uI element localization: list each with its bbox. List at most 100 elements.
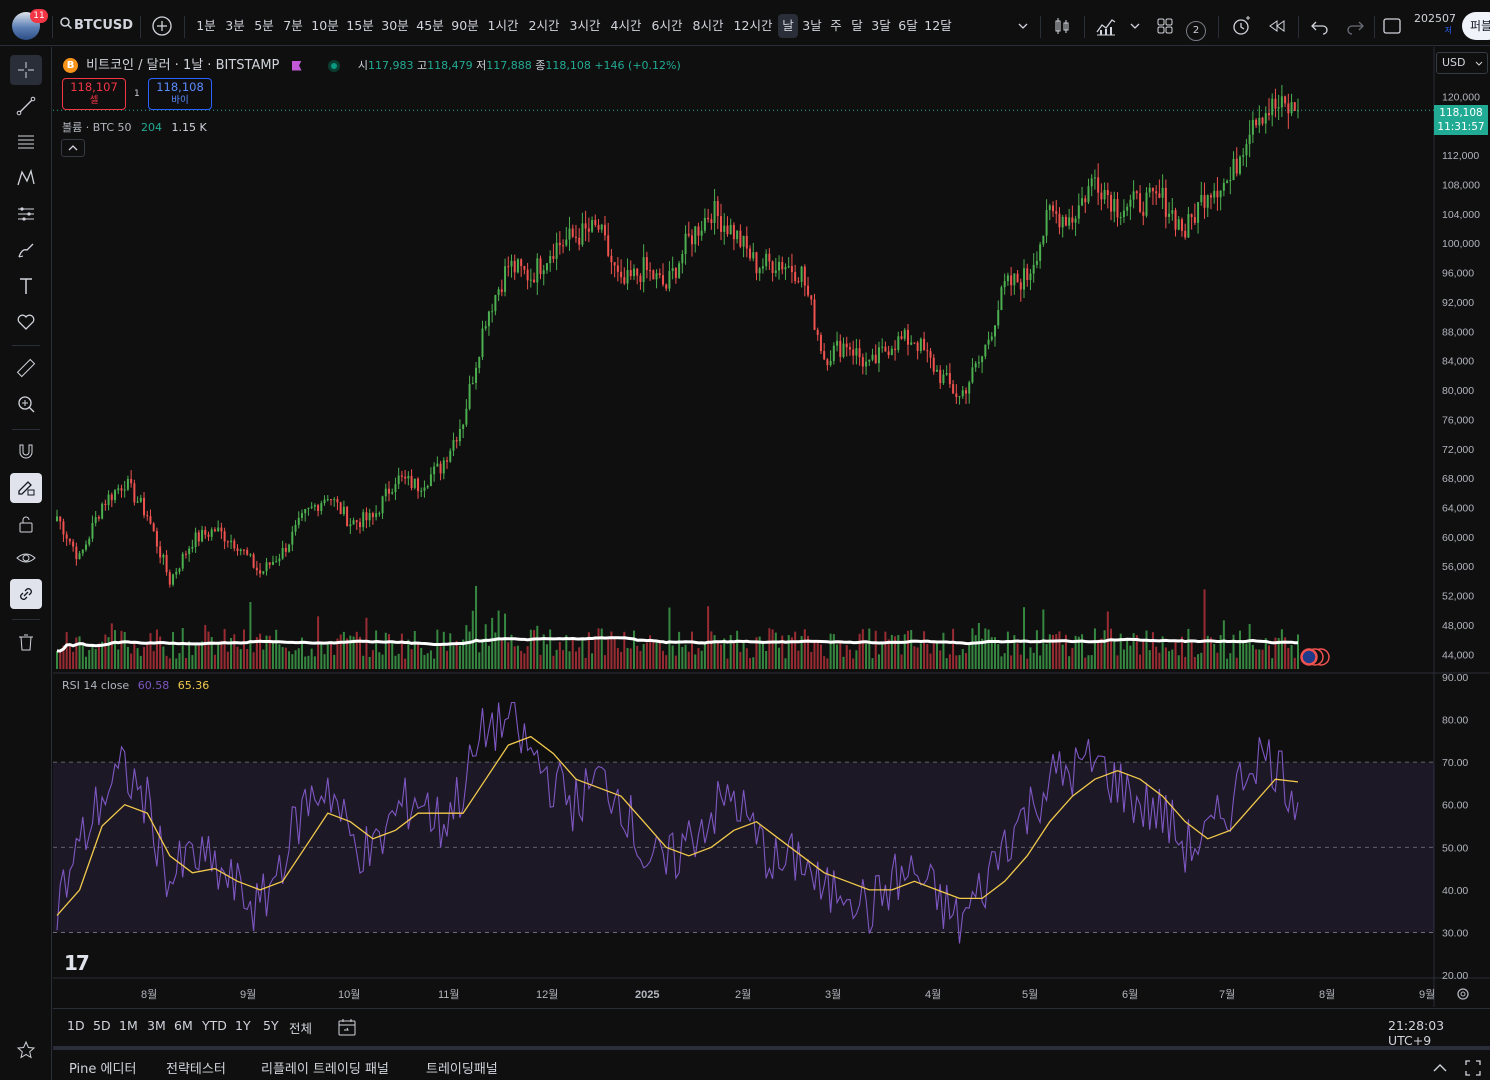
timeframe-9[interactable]: 1시간: [487, 18, 519, 33]
volume-bar: [678, 631, 681, 669]
timeframe-7[interactable]: 45분: [416, 18, 444, 33]
favorites-tool[interactable]: [10, 307, 42, 337]
measure-tool[interactable]: [10, 353, 42, 383]
chart-pane[interactable]: 120,000 112,000 108,000 104,000 100,000 96,00…: [53, 47, 1490, 1047]
timeframe-16[interactable]: 날: [778, 14, 798, 38]
currency-select[interactable]: USD: [1436, 52, 1488, 74]
range-3[interactable]: 3M: [147, 1018, 166, 1033]
volume-bar: [632, 630, 635, 669]
timeframe-21[interactable]: 6달: [898, 18, 918, 33]
candle-body: [317, 505, 320, 511]
fullscreen-icon[interactable]: [1380, 14, 1404, 38]
lock-drawings[interactable]: [10, 509, 42, 539]
hide-drawings[interactable]: [10, 543, 42, 573]
bottom-tab-2[interactable]: 리플레이 트레이딩 패널: [261, 1062, 389, 1077]
chevron-down-icon[interactable]: [1126, 14, 1144, 38]
crosshair-tool[interactable]: [10, 55, 42, 85]
timeframe-13[interactable]: 6시간: [651, 18, 683, 33]
range-4[interactable]: 6M: [174, 1018, 193, 1033]
layout-grid-icon[interactable]: [1153, 14, 1177, 38]
range-0[interactable]: 1D: [67, 1018, 85, 1033]
volume-bar: [916, 647, 919, 669]
goto-date-icon[interactable]: [336, 1016, 358, 1038]
volume-legend[interactable]: 볼륨 · BTC 50 204 1.15 K: [62, 121, 207, 134]
candle-body: [114, 490, 117, 501]
flag-icon[interactable]: [291, 60, 302, 71]
volume-bar: [378, 652, 381, 669]
time-tick-label: 4월: [925, 988, 941, 1001]
volume-bar: [787, 635, 790, 669]
timeframe-18[interactable]: 주: [830, 18, 842, 33]
candle-body: [504, 266, 507, 292]
stay-in-drawing-mode[interactable]: [10, 473, 42, 503]
forecast-tool[interactable]: [10, 199, 42, 229]
settings-icon[interactable]: [1454, 985, 1472, 1003]
timeframe-17[interactable]: 3날: [802, 18, 822, 33]
timeframe-20[interactable]: 3달: [871, 18, 891, 33]
timeframe-22[interactable]: 12달: [924, 18, 952, 33]
timeframe-5[interactable]: 15분: [346, 18, 374, 33]
chevron-down-icon[interactable]: [1014, 14, 1032, 38]
candle-body: [694, 226, 697, 245]
chart-canvas[interactable]: 120,000 112,000 108,000 104,000 100,000 96,00…: [53, 47, 1490, 1007]
range-8[interactable]: 전체: [289, 1021, 313, 1036]
layout-count-badge[interactable]: 2: [1186, 21, 1206, 41]
range-1[interactable]: 5D: [93, 1018, 111, 1033]
brush-tool[interactable]: [10, 235, 42, 265]
magnet-tool[interactable]: [10, 437, 42, 467]
bottom-tab-3[interactable]: 트레이딩패널: [426, 1062, 498, 1077]
volume-bar: [945, 658, 948, 669]
timeframe-12[interactable]: 4시간: [610, 18, 642, 33]
symbol-search-button[interactable]: BTCUSD: [60, 14, 134, 38]
pattern-tool[interactable]: [10, 163, 42, 193]
volume-bar: [81, 644, 84, 669]
text-tool[interactable]: [10, 271, 42, 301]
sync-drawings[interactable]: [10, 579, 42, 609]
range-2[interactable]: 1M: [119, 1018, 138, 1033]
timeframe-10[interactable]: 2시간: [528, 18, 560, 33]
fib-tool[interactable]: [10, 127, 42, 157]
timeframe-19[interactable]: 달: [851, 18, 863, 33]
redo-icon[interactable]: [1343, 14, 1367, 38]
buy-button[interactable]: 118,108 바이: [148, 78, 212, 110]
compare-add-icon[interactable]: [150, 14, 174, 38]
volume-bar: [539, 654, 542, 669]
candle-body: [813, 299, 816, 330]
indicators-icon[interactable]: [1094, 14, 1118, 38]
range-5[interactable]: YTD: [202, 1018, 227, 1033]
watchlist-star[interactable]: [10, 1035, 42, 1065]
timeframe-1[interactable]: 3분: [225, 18, 245, 33]
volume-bar: [1213, 643, 1216, 669]
timeframe-15[interactable]: 12시간: [733, 18, 773, 33]
replay-icon[interactable]: [1265, 14, 1289, 38]
timeframe-14[interactable]: 8시간: [692, 18, 724, 33]
undo-icon[interactable]: [1308, 14, 1332, 38]
alert-clock-icon[interactable]: [1229, 14, 1253, 38]
bottom-tab-1[interactable]: 전략테스터: [166, 1062, 226, 1077]
zoom-tool[interactable]: [10, 389, 42, 419]
bottom-tab-0[interactable]: Pine 에디터: [69, 1062, 137, 1077]
symbol-legend[interactable]: B 비트코인 / 달러 · 1날 · BITSTAMP 시117,983 고11…: [63, 54, 681, 73]
publish-button[interactable]: 퍼블: [1462, 12, 1490, 40]
candle-body: [1093, 177, 1096, 179]
market-status-icon: [327, 59, 340, 72]
candle-type-icon[interactable]: [1050, 14, 1074, 38]
timeframe-8[interactable]: 90분: [451, 18, 479, 33]
trendline-tool[interactable]: [10, 91, 42, 121]
timeframe-6[interactable]: 30분: [381, 18, 409, 33]
timeframe-0[interactable]: 1분: [196, 18, 216, 33]
range-7[interactable]: 5Y: [263, 1018, 279, 1033]
timeframe-4[interactable]: 10분: [311, 18, 339, 33]
timeframe-3[interactable]: 7분: [283, 18, 303, 33]
tradingview-logo[interactable]: 17: [64, 951, 90, 975]
timeframe-11[interactable]: 3시간: [569, 18, 601, 33]
chevron-up-icon[interactable]: [1431, 1059, 1449, 1077]
timeframe-2[interactable]: 5분: [254, 18, 274, 33]
range-6[interactable]: 1Y: [235, 1018, 251, 1033]
rsi-legend[interactable]: RSI 14 close 60.58 65.36: [62, 679, 210, 692]
maximize-icon[interactable]: [1463, 1058, 1483, 1078]
sell-button[interactable]: 118,107 셀: [62, 78, 126, 110]
clock-timezone[interactable]: 21:28:03 UTC+9: [1388, 1018, 1445, 1048]
remove-drawings[interactable]: [10, 627, 42, 657]
collapse-legend-button[interactable]: [61, 139, 85, 157]
